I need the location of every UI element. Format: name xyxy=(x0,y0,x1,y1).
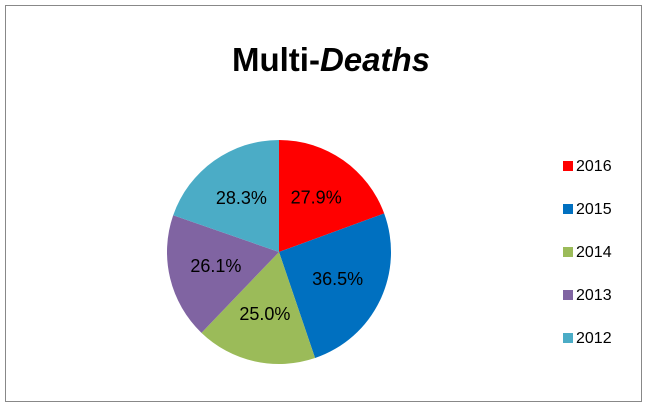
legend-label: 2013 xyxy=(576,287,612,304)
data-label: 27.9% xyxy=(291,187,342,207)
title-part: Deaths xyxy=(320,41,430,78)
pie-slice xyxy=(279,140,385,252)
pie-slice xyxy=(279,213,392,359)
pie-slice xyxy=(166,215,279,333)
legend-label: 2016 xyxy=(576,158,612,175)
legend-swatch xyxy=(563,204,573,214)
legend-swatch xyxy=(563,161,573,171)
legend-swatch xyxy=(563,247,573,257)
legend-swatch xyxy=(563,290,573,300)
data-label: 36.5% xyxy=(312,269,363,289)
data-label: 26.1% xyxy=(190,256,241,276)
title-part: Multi- xyxy=(232,41,320,78)
legend-label: 2012 xyxy=(576,330,612,347)
pie-slice xyxy=(173,140,279,252)
legend-label: 2015 xyxy=(576,201,612,218)
legend-label: 2014 xyxy=(576,244,612,261)
legend-swatch xyxy=(563,333,573,343)
pie-slice xyxy=(201,252,316,364)
data-label: 28.3% xyxy=(216,188,267,208)
chart-title: Multi-Deaths xyxy=(232,41,430,78)
data-label: 25.0% xyxy=(239,304,290,324)
